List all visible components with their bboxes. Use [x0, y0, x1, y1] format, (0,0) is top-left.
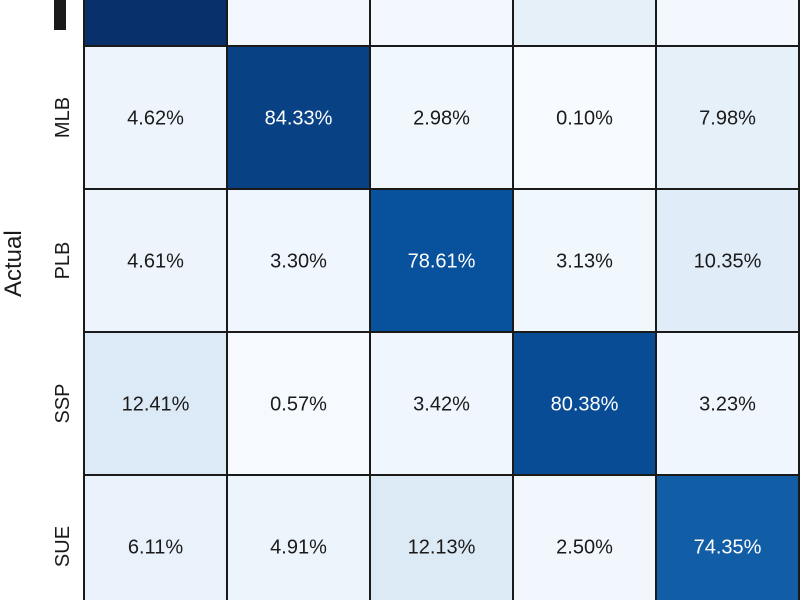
row-label-ssp: SSP — [52, 383, 74, 423]
heatmap-cell-ssp-3 — [512, 331, 657, 476]
row-label-sue: SUE — [52, 526, 74, 567]
cell-label: 12.41% — [122, 394, 190, 416]
heatmap-cell-plb-0 — [83, 188, 228, 333]
row-label-plb: PLB — [52, 242, 74, 280]
heatmap-cell-mlb-3 — [512, 45, 657, 190]
heatmap-cell-sue-3 — [512, 474, 657, 600]
cell-label: 7.98% — [699, 108, 756, 130]
heatmap-cell-partial-1 — [226, 0, 371, 47]
heatmap-cell-partial-4 — [655, 0, 800, 47]
cell-label: 74.35% — [694, 537, 762, 559]
cell-label: 80.38% — [551, 394, 619, 416]
heatmap-cell-sue-2 — [369, 474, 514, 600]
cell-label: 84.33% — [265, 108, 333, 130]
cell-label: 4.62% — [127, 108, 184, 130]
cell-label: 2.50% — [556, 537, 613, 559]
cropped-row-label — [54, 0, 66, 30]
y-axis-title: Actual — [0, 230, 27, 297]
heatmap-cell-mlb-0 — [83, 45, 228, 190]
cell-label: 0.57% — [270, 394, 327, 416]
heatmap-cell-partial-2 — [369, 0, 514, 47]
cell-label: 12.13% — [408, 537, 476, 559]
cell-label: 3.23% — [699, 394, 756, 416]
heatmap-cell-ssp-1 — [226, 331, 371, 476]
cell-label: 10.35% — [694, 251, 762, 273]
cell-label: 4.61% — [127, 251, 184, 273]
heatmap-cell-mlb-2 — [369, 45, 514, 190]
cell-label: 3.13% — [556, 251, 613, 273]
heatmap-cell-sue-4 — [655, 474, 800, 600]
heatmap-cell-ssp-4 — [655, 331, 800, 476]
cell-label: 0.10% — [556, 108, 613, 130]
cell-label: 78.61% — [408, 251, 476, 273]
heatmap-cell-plb-4 — [655, 188, 800, 333]
cell-label: 2.98% — [413, 108, 470, 130]
heatmap-cell-partial-0 — [83, 0, 228, 47]
heatmap-cell-partial-3 — [512, 0, 657, 47]
cell-label: 3.30% — [270, 251, 327, 273]
row-label-mlb: MLB — [52, 97, 74, 138]
cell-label: 6.11% — [128, 537, 183, 559]
heatmap-cell-sue-0 — [83, 474, 228, 600]
cell-label: 4.91% — [270, 537, 327, 559]
heatmap-cell-plb-2 — [369, 188, 514, 333]
heatmap-cell-mlb-1 — [226, 45, 371, 190]
cell-label: 3.42% — [413, 394, 470, 416]
